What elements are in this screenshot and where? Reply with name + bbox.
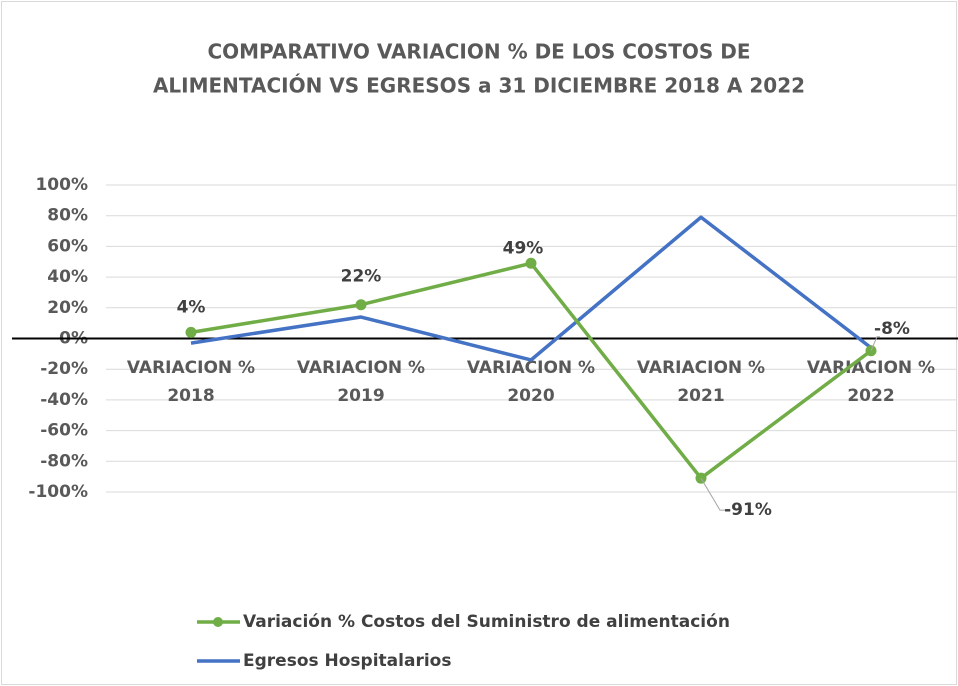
y-tick-label: -40% <box>40 390 88 410</box>
y-tick-label: -100% <box>28 482 88 502</box>
data-label: -8% <box>874 319 910 339</box>
x-tick-line: VARIACION % <box>807 358 935 378</box>
y-tick-label: 60% <box>47 236 88 256</box>
legend-label: Variación % Costos del Suministro de ali… <box>243 612 730 632</box>
series-marker <box>525 257 537 269</box>
x-tick-line: VARIACION % <box>297 358 425 378</box>
x-tick-line: VARIACION % <box>467 358 595 378</box>
series-marker <box>355 299 367 311</box>
x-tick-line: VARIACION % <box>127 358 255 378</box>
series-marker <box>185 326 197 338</box>
x-tick-label: VARIACION % 2020 <box>467 358 595 406</box>
leader-line <box>870 336 880 351</box>
y-tick-label: 20% <box>47 298 88 318</box>
data-label: 22% <box>341 267 382 287</box>
y-tick-label: 100% <box>35 175 88 195</box>
data-label: -91% <box>724 500 772 520</box>
x-tick-line: 2020 <box>507 386 554 406</box>
x-tick-label: VARIACION % 2021 <box>637 358 765 406</box>
legend-label: Egresos Hospitalarios <box>243 651 451 671</box>
series-line <box>190 215 873 362</box>
x-tick-label: VARIACION % 2019 <box>297 358 425 406</box>
data-label: 4% <box>177 297 206 317</box>
x-tick-line: 2021 <box>677 386 724 406</box>
y-tick-label: -60% <box>40 421 88 441</box>
x-tick-line: 2019 <box>337 386 384 406</box>
data-label: 49% <box>503 238 544 258</box>
y-tick-label: 40% <box>47 267 88 287</box>
y-tick-label: 80% <box>47 206 88 226</box>
chart-title: COMPARATIVO VARIACION % DE LOS COSTOS DE <box>207 40 750 64</box>
legend-marker <box>213 617 223 627</box>
leader-line <box>700 477 726 511</box>
x-tick-label: VARIACION % 2018 <box>127 358 255 406</box>
x-tick-line: VARIACION % <box>637 358 765 378</box>
x-tick-line: 2022 <box>847 386 894 406</box>
y-tick-label: -20% <box>40 359 88 379</box>
y-tick-label: -80% <box>40 451 88 471</box>
x-tick-line: 2018 <box>167 386 214 406</box>
chart-title: ALIMENTACIÓN VS EGRESOS a 31 DICIEMBRE 2… <box>153 74 805 98</box>
